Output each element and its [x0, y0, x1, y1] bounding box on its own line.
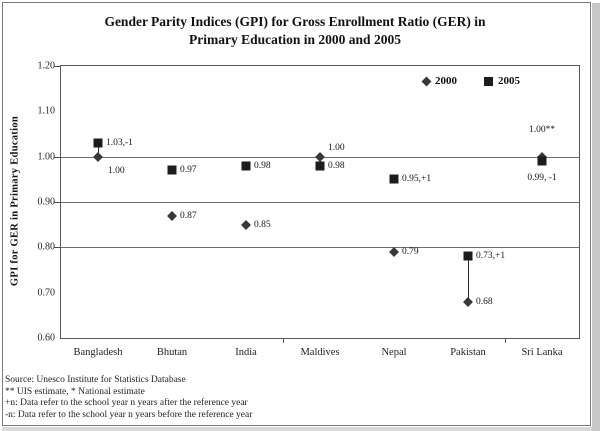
- scan-edge-bottom: [2, 427, 592, 431]
- x-category-label: India: [235, 347, 257, 358]
- footnote-estimates: ** UIS estimate, * National estimate: [5, 386, 145, 397]
- x-category-label: Nepal: [381, 347, 407, 358]
- x-category-label: Pakistan: [450, 347, 486, 358]
- data-point-label: 1.03,-1: [106, 138, 133, 149]
- square-marker-2005-sri-lanka: [537, 156, 547, 166]
- data-point-label: 1.00**: [528, 124, 556, 135]
- legend-label-2005: 2005: [498, 75, 520, 87]
- scan-edge-right: [592, 3, 600, 431]
- diamond-marker-2000-maldives: [315, 151, 325, 162]
- square-marker-2005-bhutan: [167, 165, 177, 175]
- y-tick-label: 0.80: [37, 241, 56, 253]
- y-tick-mark: [54, 156, 60, 158]
- data-point-label: 0.85: [254, 219, 271, 230]
- gridline: [61, 247, 579, 249]
- footnote-minus-n: -n: Data refer to the school year n year…: [5, 409, 253, 420]
- data-point-label: 1.00: [108, 165, 125, 176]
- x-category-label: Maldives: [300, 347, 340, 358]
- y-tick-label: 1.10: [37, 105, 56, 117]
- square-marker-2005-india: [241, 161, 251, 171]
- hi-lo-line: [468, 256, 469, 302]
- data-point-label: 0.98: [328, 160, 345, 171]
- diamond-marker-2000-bhutan: [167, 210, 177, 221]
- legend-label-2000: 2000: [435, 75, 457, 87]
- square-marker-2005-nepal: [389, 174, 399, 184]
- data-point-label: 1.00: [328, 142, 345, 153]
- legend-item-2005: 2005: [484, 75, 520, 87]
- diamond-marker-2000-bangladesh: [93, 151, 103, 162]
- footnotes: Source: Unesco Institute for Statistics …: [5, 375, 252, 421]
- y-tick-label: 1.00: [37, 151, 56, 163]
- plot-area: 2000 2005 1.20 1.10 1.00 0.90 0.80 0.70 0.60 Ba…: [38, 61, 580, 358]
- data-point-label: 0.98: [254, 160, 271, 171]
- data-point-label: 0.95,+1: [402, 174, 432, 185]
- x-axis-tick: [505, 338, 506, 343]
- diamond-legend-icon: [421, 76, 432, 86]
- footnote-source: Source: Unesco Institute for Statistics …: [5, 375, 186, 385]
- legend-item-2000: 2000: [421, 75, 457, 87]
- y-tick-label: 1.20: [37, 60, 56, 72]
- x-category-label: Sri Lanka: [521, 347, 563, 358]
- x-category-label: Bhutan: [156, 347, 188, 358]
- data-point-label: 0.99, -1: [527, 173, 557, 184]
- y-axis-title: GPI for GER in Primary Education: [9, 115, 21, 287]
- diamond-marker-2000-pakistan: [463, 296, 473, 307]
- data-point-label: 0.97: [180, 165, 197, 176]
- y-tick-label: 0.60: [37, 332, 56, 344]
- data-point-label: 0.73,+1: [476, 251, 506, 262]
- y-tick-mark: [54, 202, 60, 203]
- y-tick-label: 0.70: [37, 287, 56, 299]
- square-marker-2005-bangladesh: [93, 138, 103, 148]
- y-tick-mark: [54, 247, 60, 249]
- diamond-marker-2000-nepal: [389, 246, 399, 257]
- data-point-label: 0.87: [180, 210, 197, 221]
- footnote-plus-n: +n: Data refer to the school year n year…: [5, 398, 248, 408]
- chart-title-line1: Gender Parity Indices (GPI) for Gross En…: [104, 14, 486, 29]
- y-tick-label: 0.90: [37, 196, 56, 208]
- hi-lo-line: [98, 143, 99, 157]
- square-marker-2005-pakistan: [463, 251, 473, 261]
- y-tick-mark: [54, 66, 60, 67]
- x-axis-tick: [283, 338, 284, 343]
- chart-title: Gender Parity Indices (GPI) for Gross En…: [30, 13, 560, 48]
- gridline: [61, 202, 579, 203]
- data-point-label: 0.79: [402, 246, 419, 257]
- chart-title-line2: Primary Education in 2000 and 2005: [189, 31, 401, 47]
- legend: 2000 2005: [421, 75, 520, 87]
- x-category-label: Bangladesh: [73, 347, 123, 358]
- square-legend-icon: [484, 76, 493, 86]
- square-marker-2005-maldives: [315, 161, 325, 171]
- data-point-label: 0.68: [476, 296, 493, 307]
- diamond-marker-2000-india: [241, 219, 251, 230]
